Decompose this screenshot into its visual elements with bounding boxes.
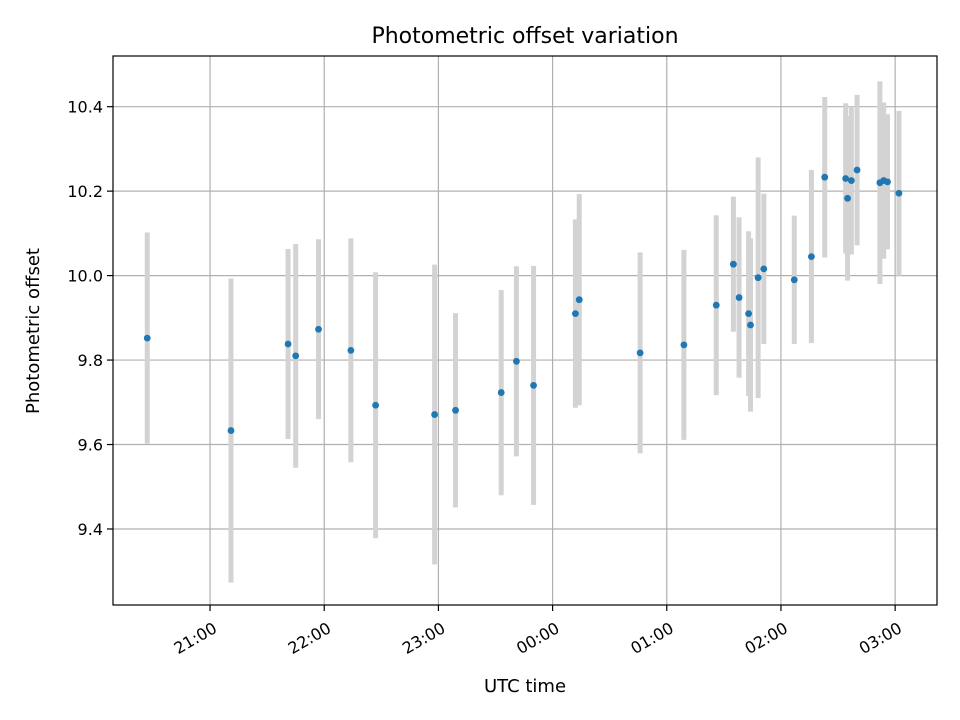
- data-point: [372, 401, 380, 409]
- axes-frame: [112, 55, 938, 606]
- chart-title: Photometric offset variation: [371, 24, 678, 49]
- x-axis-label: UTC time: [484, 676, 566, 697]
- data-point: [842, 175, 850, 182]
- y-tick-label: 9.6: [78, 436, 103, 455]
- data-point: [712, 301, 720, 309]
- data-point: [760, 265, 768, 273]
- data-point: [575, 296, 583, 304]
- data-point: [808, 253, 815, 260]
- data-point: [431, 411, 439, 418]
- y-tick-label: 9.4: [78, 520, 103, 539]
- data-point: [747, 321, 754, 329]
- y-axis-label: Photometric offset: [23, 248, 44, 414]
- data-point: [347, 346, 355, 354]
- data-point: [530, 382, 537, 389]
- data-point: [790, 276, 798, 284]
- data-point: [754, 274, 762, 282]
- data-point: [847, 177, 855, 184]
- data-point: [844, 194, 851, 202]
- data-point: [853, 166, 861, 174]
- y-tick-label: 10.0: [67, 267, 103, 286]
- data-point: [884, 178, 891, 186]
- data-point: [513, 357, 520, 365]
- data-point: [227, 427, 235, 434]
- data-points: [143, 166, 903, 434]
- data-point: [143, 334, 151, 342]
- grid-lines: [113, 56, 937, 605]
- y-axis-ticks: 9.4 9.6 9.8 10.0 10.2 10.4: [67, 98, 113, 539]
- data-point: [284, 340, 292, 348]
- data-point: [315, 325, 322, 333]
- data-point: [452, 406, 459, 414]
- data-point: [895, 189, 903, 197]
- data-point: [680, 341, 688, 349]
- data-point: [636, 349, 644, 357]
- data-point: [745, 310, 753, 318]
- data-point: [572, 310, 579, 318]
- data-point: [292, 352, 300, 360]
- plot-area-background: [113, 56, 937, 605]
- data-point: [821, 173, 829, 181]
- y-tick-label: 10.4: [67, 98, 103, 117]
- y-tick-label: 9.8: [78, 351, 103, 370]
- data-point: [729, 260, 737, 268]
- data-point: [497, 389, 505, 396]
- data-point: [735, 294, 743, 301]
- y-tick-label: 10.2: [67, 182, 103, 201]
